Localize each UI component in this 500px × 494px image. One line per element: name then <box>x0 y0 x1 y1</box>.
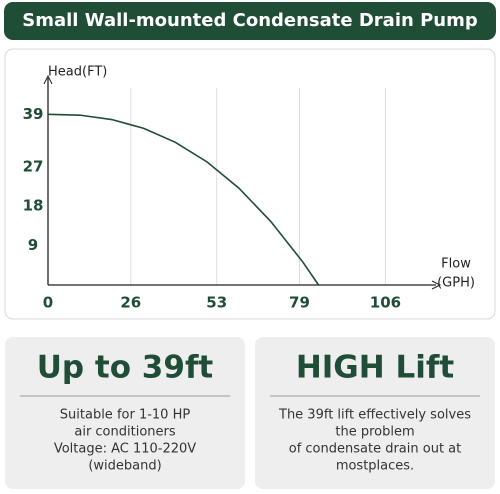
x-tick-label: 106 <box>370 294 401 312</box>
axis-arrow <box>431 280 442 290</box>
y-tick-label: 27 <box>23 157 44 175</box>
card-title: Up to 39ft <box>37 350 214 386</box>
x-tick-label: 79 <box>289 294 310 312</box>
y-axis-label: Head(FT) <box>48 65 107 80</box>
chart-panel <box>4 48 496 320</box>
data-line <box>47 113 320 286</box>
x-tick-label: 53 <box>206 294 227 312</box>
card <box>5 337 245 489</box>
header-title: Small Wall-mounted Condensate Drain Pump <box>22 10 478 31</box>
card-text: the problem <box>335 425 414 440</box>
card-text: air conditioners <box>74 425 176 440</box>
card-text: Suitable for 1-10 HP <box>60 408 191 423</box>
card-text: (wideband) <box>88 459 161 474</box>
y-tick-label: 9 <box>28 236 38 254</box>
x-axis-label: Flow <box>441 257 471 272</box>
y-tick-label: 18 <box>23 197 44 215</box>
y-tick-label: 39 <box>23 105 44 123</box>
card-text: The 39ft lift effectively solves <box>278 408 471 423</box>
x-axis-label: (GPH) <box>437 276 475 291</box>
card-text: mostplaces. <box>336 459 414 474</box>
card-text: of condensate drain out at <box>289 442 462 457</box>
header-bar <box>4 2 496 40</box>
card-title: HIGH Lift <box>296 350 455 386</box>
chart: 0 26 53 79 106 9 18 27 39 Head(FT) Flow (GPH) <box>23 65 475 312</box>
card <box>255 337 495 489</box>
axis-arrow <box>43 74 53 85</box>
x-tick-label: 0 <box>43 294 53 312</box>
card-text: Voltage: AC 110-220V <box>54 442 196 457</box>
x-tick-label: 26 <box>120 294 141 312</box>
